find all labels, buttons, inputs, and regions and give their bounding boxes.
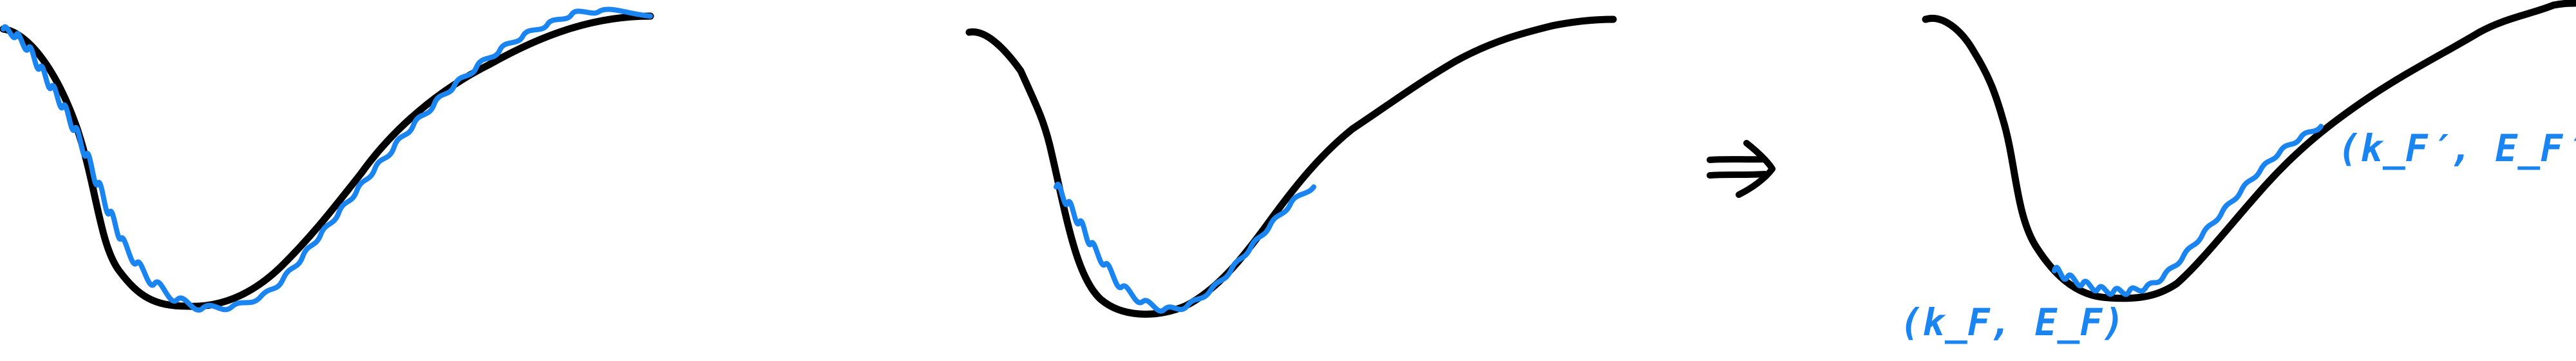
fermi-point-prime-label: (k_F′, E_F′) xyxy=(2338,126,2576,170)
band-curve-2 xyxy=(965,15,1617,318)
band-curve-1 xyxy=(0,12,654,310)
noise-partial xyxy=(1054,182,1316,314)
panel-2 xyxy=(965,15,1617,318)
noise-full xyxy=(1,6,653,313)
noise-segment xyxy=(2052,124,2324,297)
fermi-point-label: (k_F, E_F) xyxy=(1900,300,2125,344)
panel-1 xyxy=(0,6,654,313)
implies-arrow-icon xyxy=(1707,140,1776,198)
band-curve-3 xyxy=(1922,0,2576,302)
panel-3: (k_F, E_F) (k_F′, E_F′) xyxy=(1900,0,2576,344)
